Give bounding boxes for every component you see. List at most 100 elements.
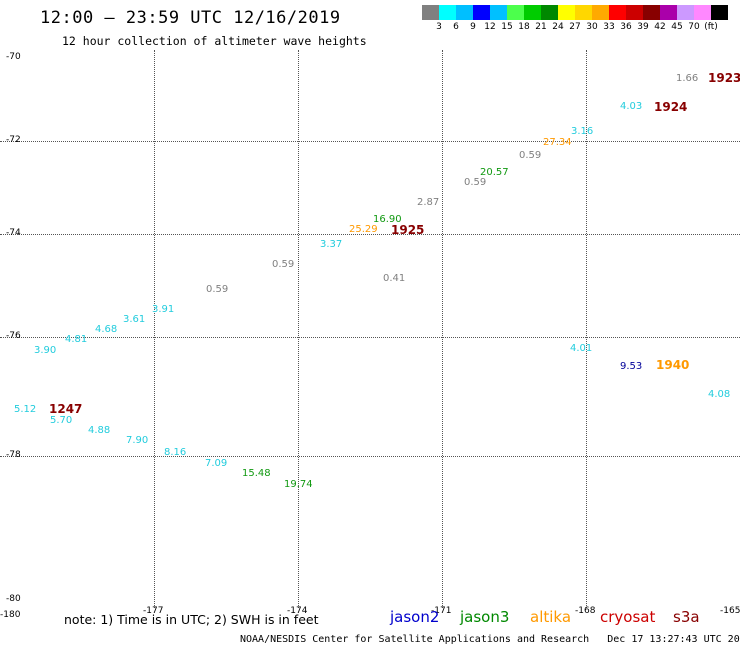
grid-line-lon-171 bbox=[442, 50, 443, 608]
lon-label: -168 bbox=[575, 606, 596, 616]
grid-line-lat-78 bbox=[0, 456, 740, 457]
legend-swatch bbox=[490, 5, 507, 20]
grid-line-lon-168 bbox=[586, 50, 587, 608]
legend-tick: 24 bbox=[552, 22, 564, 32]
timestamp-text: Dec 17 13:27:43 UTC 2019 bbox=[607, 634, 740, 645]
swh-reading: 3.16 bbox=[571, 126, 594, 137]
legend-swatch bbox=[507, 5, 524, 20]
swh-reading: 5.12 bbox=[14, 404, 37, 415]
swh-reading: 0.59 bbox=[464, 177, 487, 188]
time-label: 1247 bbox=[49, 402, 83, 416]
legend-swatch bbox=[439, 5, 456, 20]
swh-reading: 9.53 bbox=[620, 361, 643, 372]
swh-reading: 27.34 bbox=[543, 137, 572, 148]
legend-swatch bbox=[711, 5, 728, 20]
legend-tick: 30 bbox=[586, 22, 598, 32]
legend-swatch bbox=[558, 5, 575, 20]
legend-tick: (ft) bbox=[704, 22, 718, 32]
lon-label: -174 bbox=[287, 606, 308, 616]
legend-tick: 3 bbox=[436, 22, 442, 32]
swh-reading: 4.01 bbox=[570, 343, 593, 354]
swh-reading: 0.59 bbox=[272, 259, 295, 270]
legend-tick: 33 bbox=[603, 22, 615, 32]
swh-reading: 20.57 bbox=[480, 167, 509, 178]
lat-label: -72 bbox=[6, 135, 21, 145]
grid-line-lon-177 bbox=[154, 50, 155, 608]
swh-reading: 4.81 bbox=[65, 334, 88, 345]
swh-reading: 16.90 bbox=[373, 214, 402, 225]
swh-reading: 1.66 bbox=[676, 73, 699, 84]
legend-swatch bbox=[541, 5, 558, 20]
legend-tick: 9 bbox=[470, 22, 476, 32]
time-label: 1923 bbox=[708, 71, 740, 85]
legend-swatch bbox=[660, 5, 677, 20]
swh-reading: 4.08 bbox=[708, 389, 731, 400]
swh-reading: 2.87 bbox=[417, 197, 440, 208]
lon-label: -180 bbox=[0, 610, 21, 620]
grid-line-lat-74 bbox=[0, 234, 740, 235]
lon-label: -171 bbox=[431, 606, 452, 616]
swh-reading: 0.41 bbox=[383, 273, 406, 284]
lat-label: -76 bbox=[6, 331, 21, 341]
footer-credit: NOAA/NESDIS Center for Satellite Applica… bbox=[240, 634, 740, 645]
swh-reading: 7.09 bbox=[205, 458, 228, 469]
swh-reading: 4.03 bbox=[620, 101, 643, 112]
swh-reading: 3.90 bbox=[34, 345, 57, 356]
swh-reading: 0.59 bbox=[206, 284, 229, 295]
legend-tick: 18 bbox=[518, 22, 530, 32]
time-label: 1924 bbox=[654, 100, 688, 114]
lat-label: -80 bbox=[6, 594, 21, 604]
time-label: 1925 bbox=[391, 223, 425, 237]
legend-swatch bbox=[473, 5, 490, 20]
legend-swatch bbox=[422, 5, 439, 20]
swh-reading: 4.88 bbox=[88, 425, 111, 436]
lat-label: -70 bbox=[6, 52, 21, 62]
swh-reading: 3.37 bbox=[320, 239, 343, 250]
satellite-cryosat: cryosat bbox=[600, 608, 656, 626]
legend-swatch bbox=[643, 5, 660, 20]
swh-reading: 3.61 bbox=[123, 314, 146, 325]
legend-swatch bbox=[677, 5, 694, 20]
legend-swatch bbox=[609, 5, 626, 20]
swh-reading: 3.91 bbox=[152, 304, 175, 315]
lat-label: -78 bbox=[6, 450, 21, 460]
legend-swatch bbox=[524, 5, 541, 20]
satellite-jason3: jason3 bbox=[460, 608, 510, 626]
swh-reading: 5.70 bbox=[50, 415, 73, 426]
swh-reading: 25.29 bbox=[349, 224, 378, 235]
swh-reading: 15.48 bbox=[242, 468, 271, 479]
credit-text: NOAA/NESDIS Center for Satellite Applica… bbox=[240, 634, 590, 645]
satellite-jason2: jason2 bbox=[390, 608, 440, 626]
footnote: note: 1) Time is in UTC; 2) SWH is in fe… bbox=[64, 612, 319, 627]
satellite-s3a: s3a bbox=[673, 608, 700, 626]
grid-line-lon-174 bbox=[298, 50, 299, 608]
time-label: 1940 bbox=[656, 358, 690, 372]
legend-tick: 15 bbox=[501, 22, 513, 32]
legend-swatch bbox=[592, 5, 609, 20]
swh-reading: 19.74 bbox=[284, 479, 313, 490]
legend-tick: 21 bbox=[535, 22, 547, 32]
legend-tick: 45 bbox=[671, 22, 683, 32]
swh-reading: 0.59 bbox=[519, 150, 542, 161]
swh-reading: 7.90 bbox=[126, 435, 149, 446]
legend-tick: 39 bbox=[637, 22, 649, 32]
lon-label: -177 bbox=[143, 606, 164, 616]
legend-tick: 70 bbox=[688, 22, 700, 32]
legend-swatch bbox=[626, 5, 643, 20]
map-subtitle: 12 hour collection of altimeter wave hei… bbox=[62, 34, 367, 48]
lat-label: -74 bbox=[6, 228, 21, 238]
map-title: 12:00 – 23:59 UTC 12/16/2019 bbox=[40, 8, 341, 28]
legend-tick: 42 bbox=[654, 22, 666, 32]
legend-tick: 27 bbox=[569, 22, 581, 32]
grid-line-lat-72 bbox=[0, 141, 740, 142]
swh-reading: 4.68 bbox=[95, 324, 118, 335]
grid-line-lat-76 bbox=[0, 337, 740, 338]
legend-tick: 6 bbox=[453, 22, 459, 32]
legend-tick: 12 bbox=[484, 22, 496, 32]
legend-tick: 36 bbox=[620, 22, 632, 32]
legend-swatch bbox=[456, 5, 473, 20]
satellite-altika: altika bbox=[530, 608, 572, 626]
color-legend: 3 6 9 12 15 18 21 24 27 30 33 36 39 42 45 70 (ft) bbox=[422, 5, 732, 41]
legend-swatch bbox=[694, 5, 711, 20]
